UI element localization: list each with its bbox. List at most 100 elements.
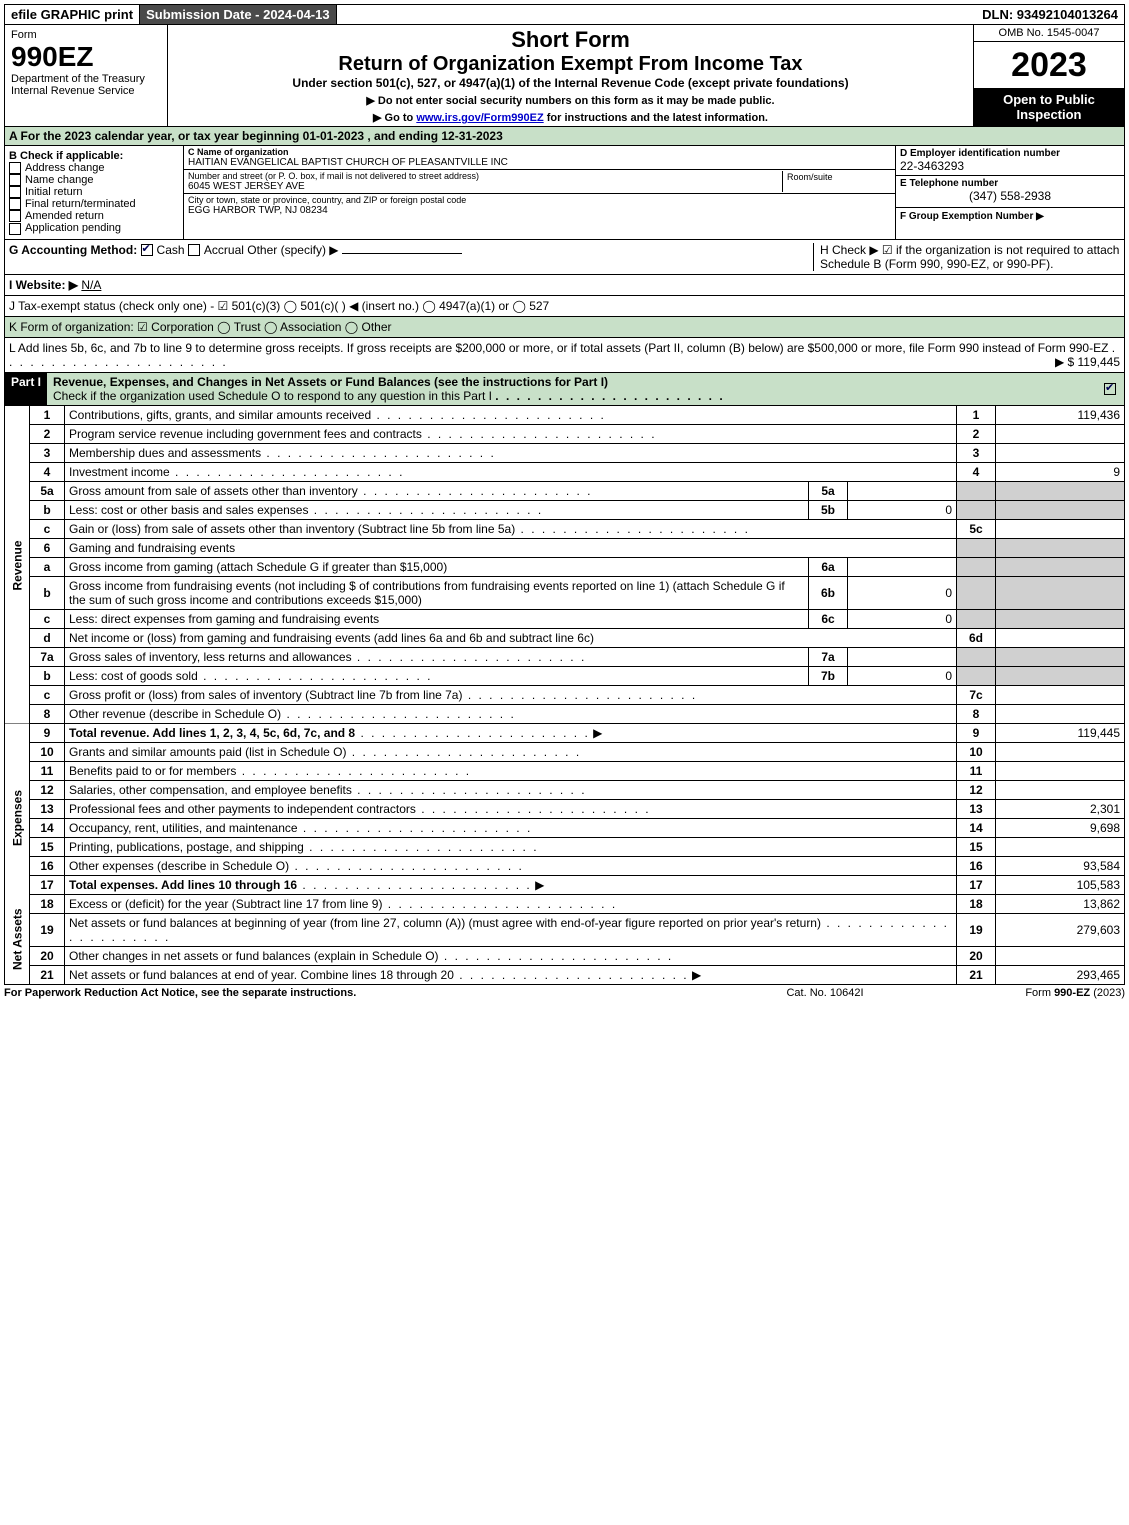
ln-2: 2 <box>30 424 65 443</box>
ln-21: 21 <box>30 965 65 984</box>
c-label: C Name of organization <box>188 147 289 157</box>
note2-post: for instructions and the latest informat… <box>547 112 768 124</box>
desc-17: Total expenses. Add lines 10 through 16 <box>69 878 297 892</box>
amt-7a-gray <box>996 647 1125 666</box>
amt-8 <box>996 704 1125 723</box>
desc-6: Gaming and fundraising events <box>65 538 957 557</box>
open-inspection: Open to Public Inspection <box>974 88 1124 126</box>
ln-12: 12 <box>30 780 65 799</box>
desc-6c: Less: direct expenses from gaming and fu… <box>69 612 379 626</box>
num-5c: 5c <box>957 519 996 538</box>
ln-6d: d <box>30 628 65 647</box>
h-block: H Check ▶ ☑ if the organization is not r… <box>813 243 1120 271</box>
cb-name-change[interactable] <box>9 174 21 186</box>
city-label: City or town, state or province, country… <box>188 195 891 205</box>
row-a: A For the 2023 calendar year, or tax yea… <box>4 127 1125 146</box>
footer-left: For Paperwork Reduction Act Notice, see … <box>4 987 725 999</box>
amt-10 <box>996 742 1125 761</box>
cb-address-change[interactable] <box>9 162 21 174</box>
ln-19: 19 <box>30 913 65 946</box>
l-amount: ▶ $ 119,445 <box>1055 355 1120 369</box>
i-label: I Website: ▶ <box>9 278 78 292</box>
subval-6c: 0 <box>848 609 957 628</box>
ln-11: 11 <box>30 761 65 780</box>
header-mid: Short Form Return of Organization Exempt… <box>168 25 973 126</box>
ln-8: 8 <box>30 704 65 723</box>
cb-cash[interactable] <box>141 244 153 256</box>
desc-16: Other expenses (describe in Schedule O) <box>69 859 289 873</box>
ln-6b: b <box>30 576 65 609</box>
g-other-blank[interactable] <box>342 253 462 254</box>
amt-11 <box>996 761 1125 780</box>
cb-amended[interactable] <box>9 210 21 222</box>
cb-initial-return[interactable] <box>9 186 21 198</box>
num-6a-gray <box>957 557 996 576</box>
subval-7a <box>848 647 957 666</box>
ein-value: 22-3463293 <box>900 159 1120 173</box>
desc-5c: Gain or (loss) from sale of assets other… <box>69 522 515 536</box>
form-number: 990EZ <box>11 41 161 73</box>
num-16: 16 <box>957 856 996 875</box>
cb-schedule-o-part1[interactable] <box>1104 383 1116 395</box>
subnum-7a: 7a <box>809 647 848 666</box>
desc-2: Program service revenue including govern… <box>69 427 422 441</box>
efile-label[interactable]: efile GRAPHIC print <box>5 5 140 24</box>
ln-7a: 7a <box>30 647 65 666</box>
desc-3: Membership dues and assessments <box>69 446 261 460</box>
header-right: OMB No. 1545-0047 2023 Open to Public In… <box>973 25 1124 126</box>
subval-6b: 0 <box>848 576 957 609</box>
g-label: G Accounting Method: <box>9 243 137 257</box>
part1-dots <box>495 389 724 403</box>
desc-10: Grants and similar amounts paid (list in… <box>69 745 346 759</box>
tax-year: 2023 <box>974 42 1124 88</box>
desc-8: Other revenue (describe in Schedule O) <box>69 707 281 721</box>
street-label: Number and street (or P. O. box, if mail… <box>188 171 782 181</box>
desc-6d: Net income or (loss) from gaming and fun… <box>69 631 594 645</box>
ln-20: 20 <box>30 946 65 965</box>
desc-18: Excess or (deficit) for the year (Subtra… <box>69 897 382 911</box>
irs-link[interactable]: www.irs.gov/Form990EZ <box>416 112 543 124</box>
top-bar: efile GRAPHIC print Submission Date - 20… <box>4 4 1125 25</box>
num-6-gray <box>957 538 996 557</box>
ln-18: 18 <box>30 894 65 913</box>
part1-title-text: Revenue, Expenses, and Changes in Net As… <box>53 375 608 389</box>
col-b: B Check if applicable: Address change Na… <box>5 146 184 239</box>
col-c: C Name of organization HAITIAN EVANGELIC… <box>184 146 896 239</box>
subnum-5a: 5a <box>809 481 848 500</box>
num-6d: 6d <box>957 628 996 647</box>
cb-pending[interactable] <box>9 223 21 235</box>
g-cash: Cash <box>157 243 185 257</box>
footer-mid: Cat. No. 10642I <box>725 987 925 999</box>
form-header: Form 990EZ Department of the Treasury In… <box>4 25 1125 127</box>
part1-subtitle: Check if the organization used Schedule … <box>53 389 492 403</box>
cb-final-return[interactable] <box>9 198 21 210</box>
num-7a-gray <box>957 647 996 666</box>
row-i: I Website: ▶ N/A <box>4 275 1125 296</box>
sidelabel-revenue: Revenue <box>5 406 30 724</box>
amt-1: 119,436 <box>996 406 1125 425</box>
header-left: Form 990EZ Department of the Treasury In… <box>5 25 168 126</box>
amt-2 <box>996 424 1125 443</box>
desc-19: Net assets or fund balances at beginning… <box>69 916 821 930</box>
amt-6b-gray <box>996 576 1125 609</box>
ln-17: 17 <box>30 875 65 894</box>
desc-7b: Less: cost of goods sold <box>69 669 198 683</box>
desc-20: Other changes in net assets or fund bala… <box>69 949 439 963</box>
amt-16: 93,584 <box>996 856 1125 875</box>
row-l: L Add lines 5b, 6c, and 7b to line 9 to … <box>4 338 1125 373</box>
website-value: N/A <box>81 278 101 292</box>
amt-6a-gray <box>996 557 1125 576</box>
f-label: F Group Exemption Number ▶ <box>900 211 1044 222</box>
desc-6b: Gross income from fundraising events (no… <box>69 579 785 607</box>
amt-7c <box>996 685 1125 704</box>
l-text: L Add lines 5b, 6c, and 7b to line 9 to … <box>9 341 1108 355</box>
num-8: 8 <box>957 704 996 723</box>
num-10: 10 <box>957 742 996 761</box>
cb-accrual[interactable] <box>188 244 200 256</box>
ln-14: 14 <box>30 818 65 837</box>
ln-6c: c <box>30 609 65 628</box>
num-1: 1 <box>957 406 996 425</box>
form-word: Form <box>11 29 161 41</box>
amt-7b-gray <box>996 666 1125 685</box>
opt-amended: Amended return <box>25 210 104 222</box>
